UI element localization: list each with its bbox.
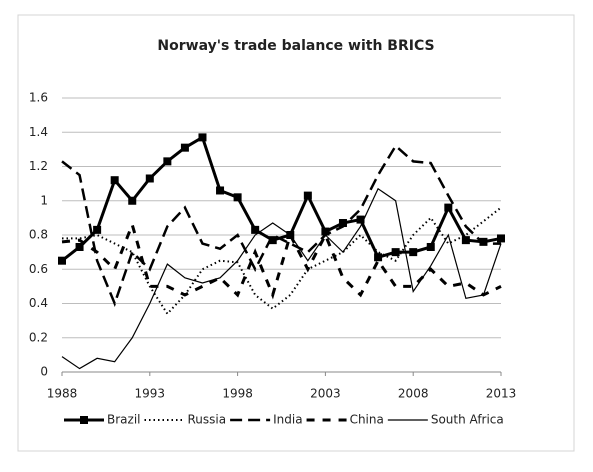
marker (128, 196, 137, 205)
marker (426, 242, 435, 251)
x-tick-label: 1988 (47, 387, 78, 401)
marker (268, 236, 277, 245)
marker (93, 225, 102, 234)
legend-marker (80, 416, 88, 424)
x-tick-label: 2008 (398, 387, 429, 401)
x-tick-label: 2013 (486, 387, 517, 401)
x-tick-label: 2003 (310, 387, 341, 401)
legend-label: Brazil (107, 413, 141, 427)
marker (444, 203, 453, 212)
chart-border (17, 14, 575, 452)
x-tick-label: 1998 (222, 387, 253, 401)
marker (338, 219, 347, 228)
legend-label: South Africa (431, 413, 504, 427)
marker (110, 176, 119, 185)
y-tick-label: 0.4 (29, 296, 48, 310)
y-tick-label: 1 (40, 193, 48, 207)
y-tick-label: 0.2 (29, 330, 48, 344)
marker (163, 157, 172, 166)
marker (233, 193, 242, 202)
y-tick-label: 0.6 (29, 262, 48, 276)
marker (216, 186, 225, 195)
series-line (61, 144, 501, 308)
marker (374, 253, 383, 262)
marker (180, 143, 189, 152)
legend-label: India (273, 413, 302, 427)
chart-title: Norway's trade balance with BRICS (157, 38, 434, 54)
marker (497, 234, 505, 243)
series-line (61, 187, 502, 370)
y-tick-label: 0 (40, 365, 48, 379)
y-tick-label: 1.2 (29, 159, 48, 173)
marker (75, 242, 84, 251)
marker (391, 248, 400, 257)
marker (356, 215, 365, 224)
marker (321, 227, 330, 236)
y-tick-label: 1.6 (29, 91, 48, 105)
y-tick-label: 1.4 (29, 125, 48, 139)
y-tick-label: 0.8 (29, 228, 48, 242)
marker (303, 191, 312, 200)
marker (409, 248, 418, 257)
marker (251, 225, 260, 234)
legend-label: Russia (188, 413, 227, 427)
marker (58, 256, 66, 265)
legend-label: China (350, 413, 384, 427)
marker (145, 174, 154, 183)
x-tick-label: 1993 (135, 387, 166, 401)
marker (198, 133, 207, 142)
marker (461, 236, 470, 245)
